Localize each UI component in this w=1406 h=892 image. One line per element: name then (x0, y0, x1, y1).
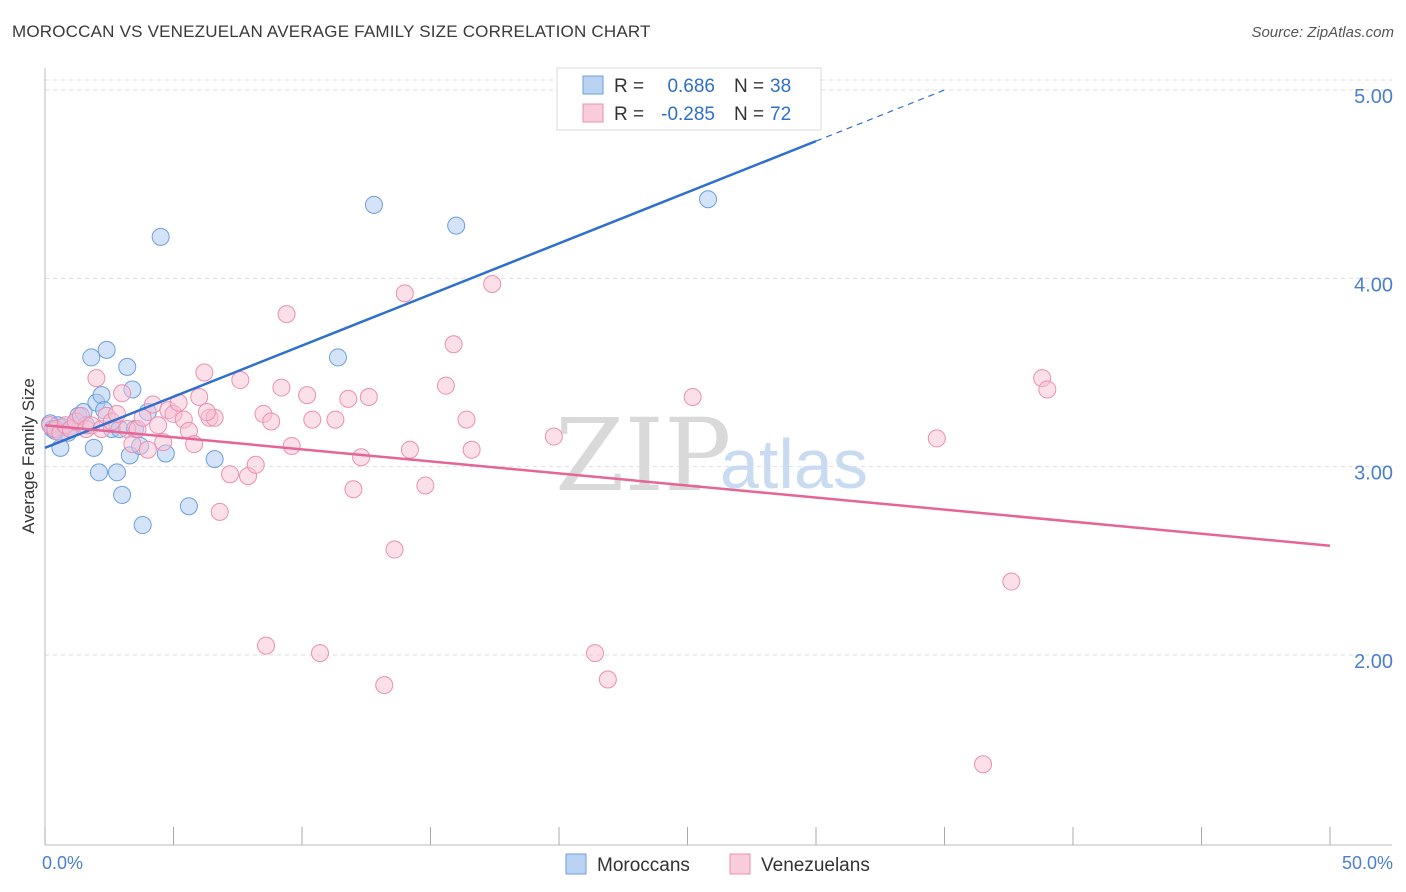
venezuelan-point (598, 670, 617, 689)
venezuelan-point (1002, 572, 1021, 591)
venezuelan-legend-swatch (582, 103, 604, 123)
venezuelan-points (41, 274, 1057, 774)
moroccan-n-value: 38 (770, 76, 791, 97)
venezuelan-point (395, 284, 414, 303)
venezuelan-point (190, 387, 209, 406)
moroccan-point (205, 450, 224, 469)
x-tick-labels: 0.0% 50.0% (42, 853, 1393, 873)
venezuelan-point (400, 440, 419, 459)
y-axis-label: Average Family Size (19, 378, 38, 534)
venezuelan-point (231, 371, 250, 390)
venezuelans-legend-label: Venezuelans (761, 855, 870, 876)
moroccan-point (364, 195, 383, 214)
venezuelan-trend-line (44, 423, 1331, 548)
moroccans-legend-label: Moroccans (597, 855, 690, 876)
venezuelan-point (87, 369, 106, 388)
y-tick-labels: 2.00 3.00 4.00 5.00 (1354, 86, 1393, 673)
moroccan-point (113, 485, 132, 504)
venezuelan-point (444, 335, 463, 354)
moroccan-point (133, 516, 152, 535)
y-tick-label-1: 3.00 (1354, 463, 1393, 485)
venezuelan-point (375, 676, 394, 695)
moroccan-point (84, 438, 103, 457)
moroccan-r-value: 0.686 (667, 76, 715, 97)
moroccan-point (97, 340, 116, 359)
venezuelan-point (272, 378, 291, 397)
venezuelan-point (416, 476, 435, 495)
moroccan-trend-line (44, 139, 817, 449)
venezuelan-point (221, 465, 240, 484)
moroccan-trend-extension (815, 89, 945, 142)
venezuelan-point (436, 376, 455, 395)
stats-legend: R = 0.686 N = 38 R = -0.285 N = 72 (556, 67, 822, 131)
moroccans-legend-swatch (565, 853, 587, 875)
venezuelan-point (149, 416, 168, 435)
moroccan-point (179, 497, 198, 516)
venezuelan-point (585, 644, 604, 663)
venezuelan-point (257, 636, 276, 655)
moroccan-point (699, 190, 718, 209)
venezuelan-point (462, 440, 481, 459)
venezuelan-point (344, 480, 363, 499)
venezuelan-n-value: 72 (770, 104, 791, 125)
moroccan-point (328, 348, 347, 367)
venezuelan-point (195, 363, 214, 382)
venezuelan-point (683, 387, 702, 406)
watermark-zip: ZIP (555, 397, 731, 514)
venezuelan-point (457, 410, 476, 429)
series-legend: Moroccans Venezuelans (565, 853, 870, 876)
moroccan-r-label: R = (614, 76, 644, 97)
venezuelan-point (282, 436, 301, 455)
moroccan-point (151, 227, 170, 246)
y-tick-label-3: 5.00 (1354, 86, 1393, 108)
venezuelan-point (310, 644, 329, 663)
moroccan-n-label: N = (734, 76, 764, 97)
y-tick-label-0: 2.00 (1354, 651, 1393, 673)
venezuelan-point (246, 455, 265, 474)
source-credit: Source: ZipAtlas.com (1251, 24, 1394, 41)
venezuelan-point (326, 410, 345, 429)
moroccan-point (82, 348, 101, 367)
venezuelan-point (974, 755, 993, 774)
moroccan-point (107, 463, 126, 482)
venezuelan-point (544, 427, 563, 446)
venezuelan-point (339, 389, 358, 408)
venezuelan-point (483, 274, 502, 293)
venezuelan-point (359, 387, 378, 406)
venezuelan-point (303, 410, 322, 429)
venezuelan-point (138, 440, 157, 459)
x-tick-label-0: 0.0% (42, 853, 83, 873)
axes (44, 68, 1392, 846)
venezuelan-point (352, 448, 371, 467)
venezuelan-point (210, 502, 229, 521)
watermark: ZIP atlas (555, 397, 868, 514)
venezuelan-point (298, 386, 317, 405)
venezuelan-point (262, 412, 281, 431)
venezuelan-point (1038, 380, 1057, 399)
venezuelan-n-label: N = (734, 104, 764, 125)
moroccan-point (447, 216, 466, 235)
venezuelan-r-value: -0.285 (661, 104, 715, 125)
moroccan-point (118, 357, 137, 376)
venezuelans-legend-swatch (729, 853, 751, 875)
chart-title: MOROCCAN VS VENEZUELAN AVERAGE FAMILY SI… (12, 22, 651, 41)
venezuelan-r-label: R = (614, 104, 644, 125)
x-tick-label-1: 50.0% (1342, 853, 1393, 873)
venezuelan-point (123, 435, 142, 454)
moroccan-point (92, 386, 111, 405)
venezuelan-point (277, 305, 296, 324)
venezuelan-point (197, 403, 216, 422)
venezuelan-point (927, 429, 946, 448)
y-tick-label-2: 4.00 (1354, 274, 1393, 296)
moroccan-point (89, 463, 108, 482)
moroccan-legend-swatch (582, 75, 604, 95)
venezuelan-point (385, 540, 404, 559)
trend-lines (44, 89, 1331, 548)
venezuelan-point (113, 384, 132, 403)
